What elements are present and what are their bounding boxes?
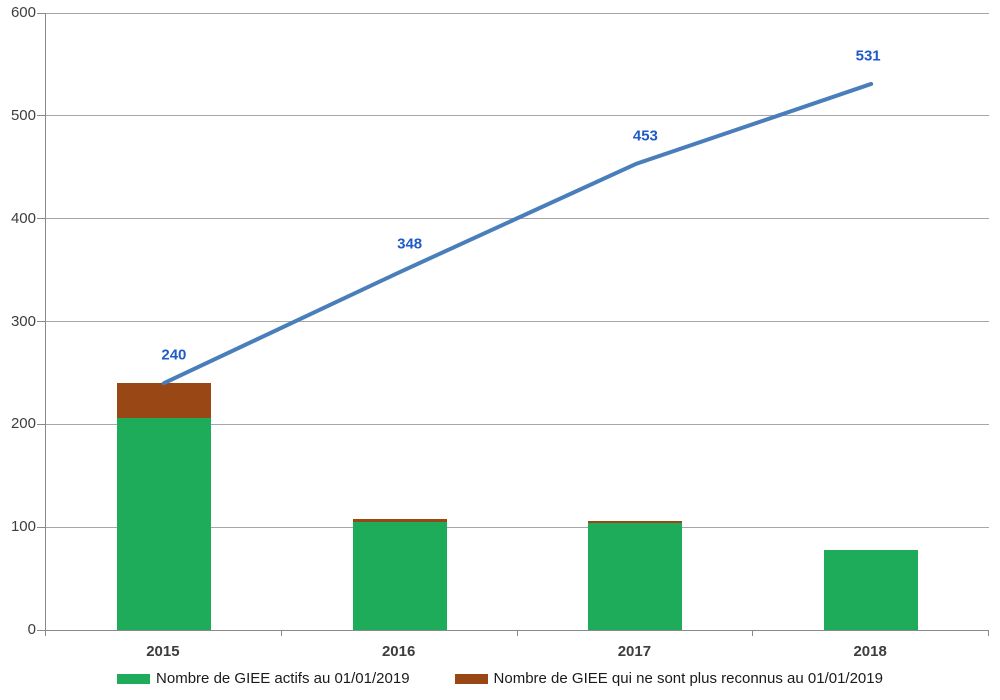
x-axis-label-2015: 2015 [146, 643, 180, 660]
x-axis-tick [752, 631, 754, 636]
legend-label-0: Nombre de GIEE actifs au 01/01/2019 [156, 670, 410, 687]
y-axis-tick [37, 218, 45, 220]
x-axis-tick [516, 631, 518, 636]
gridline-200 [46, 423, 989, 425]
y-axis-label: 200 [10, 415, 36, 433]
y-axis-label: 0 [27, 621, 36, 638]
y-axis-tick [37, 526, 45, 528]
y-axis-label: 600 [10, 4, 36, 21]
line-data-label-348: 348 [397, 235, 423, 253]
y-axis-label: 300 [10, 312, 36, 330]
bar-actifs-2017 [588, 523, 683, 630]
bar-plus-reconnus-2017 [588, 521, 683, 524]
gridline-500 [46, 115, 989, 117]
plot-area: 240 348 453 531 [45, 12, 989, 631]
bar-actifs-2018 [824, 549, 919, 630]
bar-plus-reconnus-2015 [116, 383, 211, 419]
legend-item-0: Nombre de GIEE actifs au 01/01/2019 [117, 670, 410, 687]
x-axis-tick [280, 631, 282, 636]
y-axis-label: 100 [10, 518, 36, 536]
line-data-label-240: 240 [161, 346, 187, 364]
y-axis-tick [37, 423, 45, 425]
y-axis-label: 500 [10, 106, 36, 124]
gridline-100 [46, 526, 989, 528]
legend-swatch-1 [454, 673, 488, 684]
legend-swatch-0 [117, 673, 151, 684]
total-line-series [161, 81, 874, 386]
legend-label-1: Nombre de GIEE qui ne sont plus reconnus… [493, 670, 883, 687]
y-axis-tick [37, 321, 45, 322]
y-axis-tick [37, 115, 45, 117]
gridline-300 [46, 321, 989, 322]
line-data-label-453: 453 [632, 127, 658, 145]
line-data-label-531: 531 [855, 47, 881, 65]
x-axis-label-2018: 2018 [853, 643, 887, 660]
y-axis-tick [37, 629, 45, 631]
x-axis-label-2017: 2017 [617, 643, 652, 660]
gridline-600 [46, 12, 989, 14]
y-axis-label: 400 [10, 209, 36, 227]
legend-item-1: Nombre de GIEE qui ne sont plus reconnus… [454, 670, 883, 687]
x-axis-tick [45, 631, 46, 636]
x-axis-label-2016: 2016 [381, 643, 416, 660]
legend: Nombre de GIEE actifs au 01/01/2019 Nombr… [0, 670, 1000, 687]
x-axis-tick [988, 631, 989, 636]
y-axis-tick [37, 12, 45, 14]
bar-plus-reconnus-2016 [352, 518, 447, 523]
total-line-path [161, 81, 874, 386]
bar-actifs-2015 [116, 418, 211, 630]
bar-actifs-2016 [352, 522, 447, 630]
